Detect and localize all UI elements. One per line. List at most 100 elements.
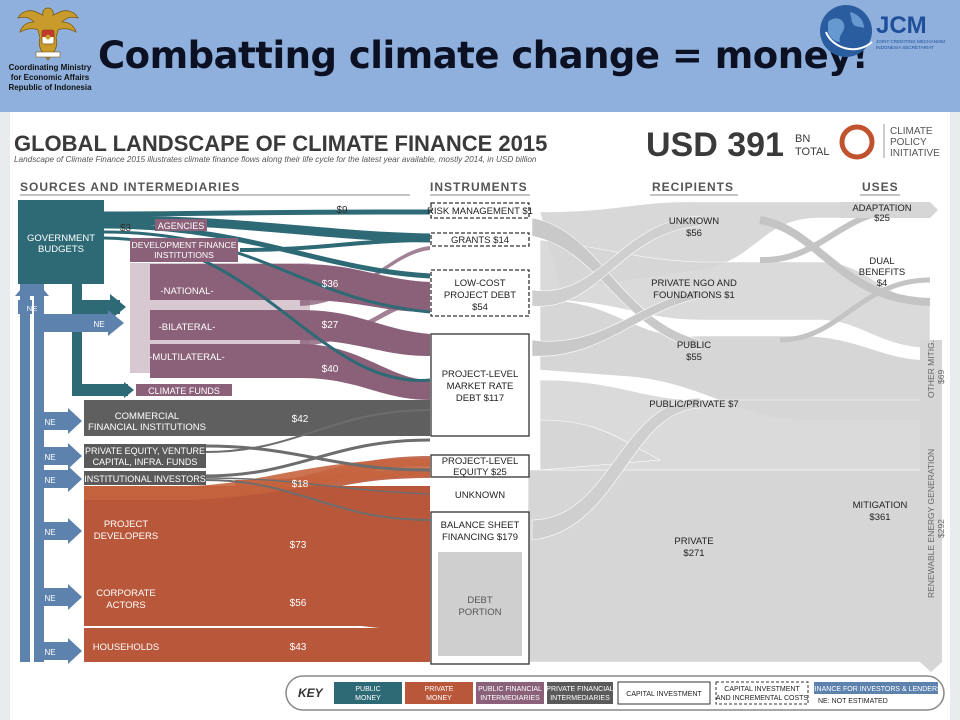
gov-budgets-node: GOVERNMENT BUDGETS [18,200,104,284]
flow-value: $40 [322,364,339,375]
instrument-label: LOW-COST [454,278,505,289]
private-equity-label: CAPITAL, INFRA. FUNDS [93,457,198,467]
corporate-actors-label: ACTORS [106,600,145,611]
legend-label: FINANCE FOR INVESTORS & LENDERS [810,686,942,693]
dfi-label: INSTITUTIONS [154,250,214,260]
dfi-label: DEVELOPMENT FINANCE [132,240,237,250]
commercial-label: COMMERCIAL [115,411,179,422]
use-label-vertical: OTHER MITIG. [926,340,936,398]
legend-title: KEY [298,686,324,700]
ne-label: NE [93,320,104,329]
commercial-label: FINANCIAL INSTITUTIONS [88,422,206,433]
recipient-label: UNKNOWN [669,216,719,227]
ne-label: NE [44,648,55,657]
climate-funds-label: CLIMATE FUNDS [148,386,220,396]
climate-finance-infographic: GLOBAL LANDSCAPE OF CLIMATE FINANCE 2015… [0,112,960,720]
slide-header: Coordinating Ministry for Economic Affai… [0,0,960,112]
use-label: $25 [874,213,890,224]
instrument-label: EQUITY $25 [453,467,507,478]
corporate-actors-label: CORPORATE [96,588,155,599]
instrument-label: FINANCING $179 [442,532,518,543]
institutional-investors-label: INSTITUTIONAL INVESTORS [84,474,206,484]
not-estimated-flows: NE NE NE [15,284,124,664]
instrument-unknown: UNKNOWN [455,490,505,501]
other-mitigation-bar [920,340,942,420]
infographic-title: GLOBAL LANDSCAPE OF CLIMATE FINANCE 2015 [14,131,547,156]
slide-title: Combatting climate change = money! [98,34,869,77]
ne-label: NE [44,594,55,603]
legend-label: AND INCREMENTAL COSTS [716,695,809,702]
garuda-emblem [17,7,79,61]
flow-value: $18 [292,479,309,490]
instrument-label: GRANTS $14 [451,235,509,246]
project-developers-label: DEVELOPERS [94,531,158,542]
agencies-label: AGENCIES [158,221,205,231]
instrument-label: $54 [472,302,488,313]
project-developers-label: PROJECT [104,519,149,530]
cpi-text: INITIATIVE [890,148,940,159]
ne-label: NE [44,476,55,485]
flow-value: $42 [292,414,309,425]
node-label: GOVERNMENT [27,233,95,244]
use-label: $4 [877,278,888,289]
node-label: BUDGETS [38,244,84,255]
adaptation-arrow [840,202,938,218]
legend-label: INTERMEDIARIES [480,695,540,702]
legend-label: PRIVATE [425,686,454,693]
flow-value: $36 [322,279,339,290]
instrument-label: DEBT [467,595,493,606]
instrument-balance-sheet: BALANCE SHEET FINANCING $179 DEBT PORTIO… [430,511,530,665]
column-header-recipients: RECIPIENTS [652,180,734,194]
ne-label: NE [27,304,37,313]
recipient-label: FOUNDATIONS $1 [653,290,735,301]
bilateral-label: -BILATERAL- [159,322,216,333]
jcm-logo: JCM JOINT CREDITING MECHANISM INDONESIA … [820,5,945,57]
legend-label: MONEY [355,695,381,702]
ministry-label: Coordinating Ministry for Economic Affai… [4,63,96,93]
ne-label: NE [44,528,55,537]
multilateral-label: -MULTILATERAL- [149,352,225,363]
recipient-label: $56 [686,228,702,239]
gray-flows [527,201,936,663]
instrument-risk-management: RISK MANAGEMENT $1 [427,202,533,219]
recipient-label: PUBLIC/PRIVATE $7 [649,399,738,410]
flow-value: $3 [120,223,132,234]
ne-label: NE [50,304,60,313]
cpi-logo: CLIMATE POLICY INITIATIVE [839,124,940,160]
ministry-line: for Economic Affairs [10,73,90,82]
jcm-subtext: INDONESIA SECRETARIAT [876,45,934,50]
recipient-label: PRIVATE NGO AND [651,278,737,289]
use-label-vertical: RENEWABLE ENERGY GENERATION [926,449,936,598]
flow-value: $9 [336,205,348,216]
national-label: -NATIONAL- [160,286,213,297]
use-label: MITIGATION [853,500,908,511]
instrument-label: PORTION [458,607,501,618]
use-label: $361 [869,512,890,523]
corporate-actors-band [84,574,430,626]
recipient-label: PRIVATE [674,536,713,547]
infographic-subtitle: Landscape of Climate Finance 2015 illust… [14,155,537,164]
flow-value: $56 [290,598,307,609]
instrument-label: PROJECT-LEVEL [442,369,519,380]
project-developers-band [84,486,430,576]
recipient-label: $271 [683,548,704,559]
ministry-line: Coordinating Ministry [8,63,92,72]
instrument-low-cost-debt: LOW-COST PROJECT DEBT $54 [430,269,530,317]
total-unit: BN [795,133,810,145]
instrument-label: DEBT $117 [456,393,504,404]
legend-label: PRIVATE FINANCIAL [546,686,614,693]
legend-label: MONEY [426,695,452,702]
instrument-market-rate-debt: PROJECT-LEVEL MARKET RATE DEBT $117 [430,333,530,437]
total-value: USD 391 [646,126,784,164]
legend-label: PUBLIC [355,686,380,693]
use-label-vertical: $292 [936,519,946,538]
legend-label: CAPITAL INVESTMENT [724,686,800,693]
column-header-instruments: INSTRUMENTS [430,180,528,194]
instrument-grants: GRANTS $14 [430,232,530,247]
cpi-text: POLICY [890,137,927,148]
ne-label: NE [44,418,55,427]
households-label: HOUSEHOLDS [93,642,160,653]
use-label-vertical: $69 [936,370,946,384]
flow-value: $73 [290,540,307,551]
instrument-label: MARKET RATE [447,381,514,392]
